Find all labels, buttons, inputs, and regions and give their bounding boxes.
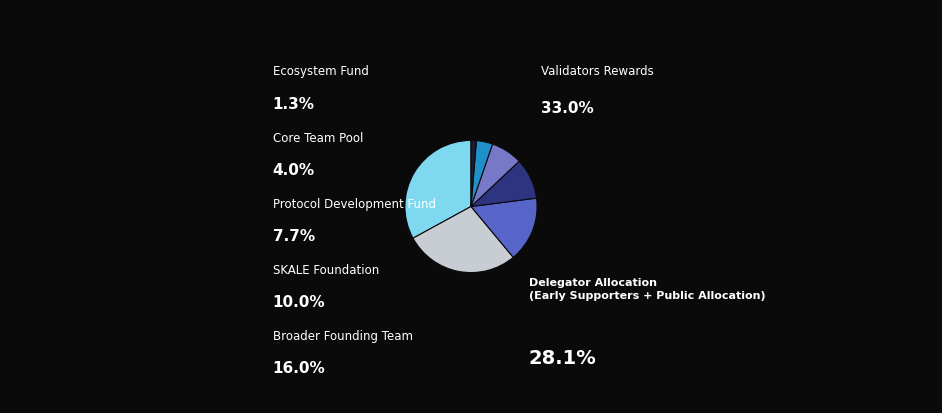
Text: Protocol Development Fund: Protocol Development Fund [273,198,436,211]
Wedge shape [405,140,471,238]
Wedge shape [471,140,477,206]
Wedge shape [413,206,513,273]
Text: Broader Founding Team: Broader Founding Team [273,330,413,343]
Text: Delegator Allocation
(Early Supporters + Public Allocation): Delegator Allocation (Early Supporters +… [528,278,766,301]
Wedge shape [471,161,537,206]
Text: SKALE Foundation: SKALE Foundation [273,264,379,277]
Text: Ecosystem Fund: Ecosystem Fund [273,66,368,78]
Wedge shape [471,198,537,257]
Text: Core Team Pool: Core Team Pool [273,132,363,145]
Wedge shape [471,141,493,206]
Text: 16.0%: 16.0% [273,361,326,376]
Text: 28.1%: 28.1% [528,349,596,368]
Text: 7.7%: 7.7% [273,229,315,244]
Text: 4.0%: 4.0% [273,163,315,178]
Text: Validators Rewards: Validators Rewards [542,66,654,78]
Text: 33.0%: 33.0% [542,101,594,116]
Text: 1.3%: 1.3% [273,97,315,112]
Text: 10.0%: 10.0% [273,295,325,310]
Wedge shape [471,144,519,206]
